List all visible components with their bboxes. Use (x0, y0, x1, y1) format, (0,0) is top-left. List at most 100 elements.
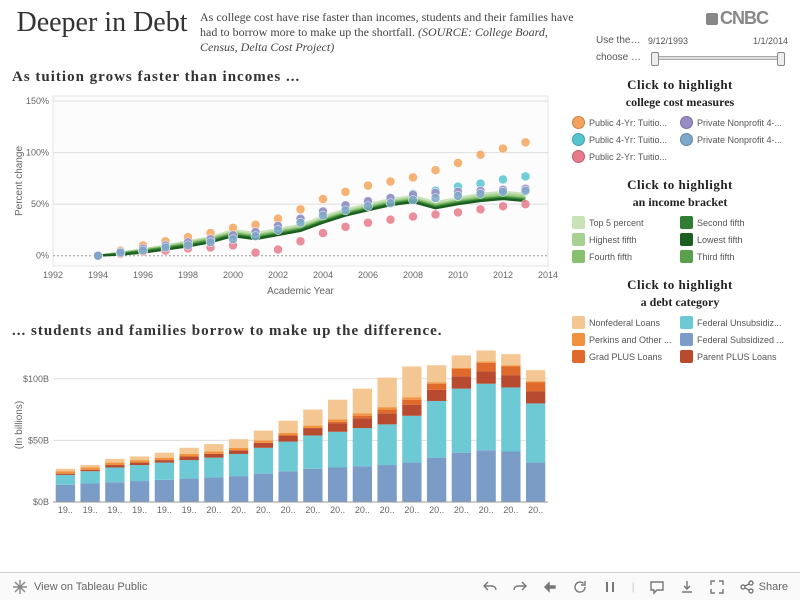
svg-text:2006: 2006 (358, 270, 378, 280)
legend-item[interactable]: Private Nonprofit 4-... (680, 116, 788, 129)
slider-knob-left[interactable] (651, 52, 659, 66)
legend-label: Perkins and Other ... (589, 335, 672, 345)
slider-label-a: Use the… (596, 35, 648, 46)
svg-text:2012: 2012 (493, 270, 513, 280)
svg-text:20..: 20.. (305, 505, 320, 515)
legend-item[interactable]: Third fifth (680, 250, 788, 263)
legend-label: Federal Unsubsidiz... (697, 318, 782, 328)
tableau-logo-icon (12, 579, 28, 595)
legend-cost-sub: college cost measures (568, 95, 792, 110)
legend-label: Public 4-Yr: Tuitio... (589, 135, 667, 145)
legend-item[interactable]: Highest fifth (572, 233, 680, 246)
comment-icon[interactable] (649, 579, 665, 595)
legend-income-grid: Top 5 percent Second fifth Highest fifth Lo… (568, 216, 792, 267)
redo-icon[interactable] (512, 579, 528, 595)
legend-debt-grid: Nonfederal Loans Federal Unsubsidiz... Per… (568, 316, 792, 367)
swatch (680, 133, 693, 146)
undo-icon[interactable] (482, 579, 498, 595)
legend-label: Grad PLUS Loans (589, 352, 662, 362)
legends-column: Click to highlight college cost measures… (562, 67, 792, 572)
cnbc-logo: CNBC (596, 8, 788, 29)
slider-knob-right[interactable] (777, 52, 785, 66)
swatch (680, 333, 693, 346)
svg-text:20..: 20.. (256, 505, 271, 515)
download-icon[interactable] (679, 579, 695, 595)
svg-text:1994: 1994 (88, 270, 108, 280)
slider-row-2: choose … (596, 52, 788, 63)
share-button[interactable]: Share (739, 579, 788, 595)
date-slider[interactable] (652, 56, 784, 60)
svg-text:20..: 20.. (454, 505, 469, 515)
legend-item[interactable]: Second fifth (680, 216, 788, 229)
chart1-svg[interactable]: 0%50%100%150%199219941996199820002002200… (8, 88, 558, 298)
svg-text:(In billions): (In billions) (14, 400, 25, 448)
svg-text:20..: 20.. (380, 505, 395, 515)
svg-text:1996: 1996 (133, 270, 153, 280)
svg-text:19..: 19.. (58, 505, 73, 515)
swatch (572, 350, 585, 363)
svg-text:150%: 150% (26, 96, 49, 106)
legend-label: Second fifth (697, 218, 745, 228)
header-right: CNBC Use the… 9/12/19931/1/2014 choose … (588, 8, 788, 63)
legend-label: Highest fifth (589, 235, 637, 245)
svg-text:19..: 19.. (83, 505, 98, 515)
svg-text:20..: 20.. (206, 505, 221, 515)
swatch (572, 150, 585, 163)
slider-row-1: Use the… 9/12/19931/1/2014 (596, 35, 788, 46)
fullscreen-icon[interactable] (709, 579, 725, 595)
svg-text:20..: 20.. (528, 505, 543, 515)
svg-text:$0B: $0B (33, 497, 49, 507)
swatch (572, 250, 585, 263)
svg-text:20..: 20.. (404, 505, 419, 515)
svg-text:20..: 20.. (231, 505, 246, 515)
chart2-box: $0B$50B$100B(In billions)19..19..19..19.… (8, 342, 562, 573)
legend-label: Third fifth (697, 252, 735, 262)
legend-item[interactable]: Public 2-Yr: Tuitio... (572, 150, 680, 163)
legend-item[interactable]: Grad PLUS Loans (572, 350, 680, 363)
legend-item[interactable]: Public 4-Yr: Tuitio... (572, 116, 680, 129)
legend-cost-grid: Public 4-Yr: Tuitio...Private Nonprofit … (568, 116, 792, 167)
legend-item[interactable]: Private Nonprofit 4-... (680, 133, 788, 146)
svg-text:20..: 20.. (330, 505, 345, 515)
legend-debt-sub: a debt category (568, 295, 792, 310)
svg-text:2000: 2000 (223, 270, 243, 280)
legend-item[interactable]: Federal Unsubsidiz... (680, 316, 788, 329)
slider-label-b: choose … (596, 52, 648, 63)
main-row: As tuition grows faster than incomes ...… (0, 67, 800, 572)
legend-label: Federal Subsidized ... (697, 335, 784, 345)
legend-debt-title: Click to highlight (568, 277, 792, 293)
swatch (680, 250, 693, 263)
chart2-svg[interactable]: $0B$50B$100B(In billions)19..19..19..19.… (8, 342, 558, 522)
legend-item[interactable]: Parent PLUS Loans (680, 350, 788, 363)
legend-item[interactable]: Federal Subsidized ... (680, 333, 788, 346)
legend-income-sub: an income bracket (568, 195, 792, 210)
tableau-link[interactable]: View on Tableau Public (34, 581, 147, 593)
legend-item[interactable]: Top 5 percent (572, 216, 680, 229)
share-icon (739, 579, 755, 595)
swatch (680, 216, 693, 229)
legend-item[interactable]: Nonfederal Loans (572, 316, 680, 329)
footer-right: | Share (482, 579, 788, 595)
legend-item[interactable]: Fourth fifth (572, 250, 680, 263)
revert-icon[interactable] (542, 579, 558, 595)
svg-text:$100B: $100B (23, 373, 49, 383)
pause-icon[interactable] (602, 579, 618, 595)
swatch (572, 233, 585, 246)
refresh-icon[interactable] (572, 579, 588, 595)
swatch (572, 216, 585, 229)
svg-text:1998: 1998 (178, 270, 198, 280)
svg-text:2002: 2002 (268, 270, 288, 280)
svg-text:0%: 0% (36, 251, 49, 261)
svg-text:1992: 1992 (43, 270, 63, 280)
swatch (680, 316, 693, 329)
svg-text:100%: 100% (26, 148, 49, 158)
swatch (572, 316, 585, 329)
legend-item[interactable]: Public 4-Yr: Tuitio... (572, 133, 680, 146)
svg-text:$50B: $50B (28, 435, 49, 445)
svg-text:2004: 2004 (313, 270, 333, 280)
dashboard: Deeper in Debt As college cost have rise… (0, 0, 800, 600)
footer-left[interactable]: View on Tableau Public (12, 579, 147, 595)
legend-item[interactable]: Perkins and Other ... (572, 333, 680, 346)
header: Deeper in Debt As college cost have rise… (0, 0, 800, 67)
legend-item[interactable]: Lowest fifth (680, 233, 788, 246)
